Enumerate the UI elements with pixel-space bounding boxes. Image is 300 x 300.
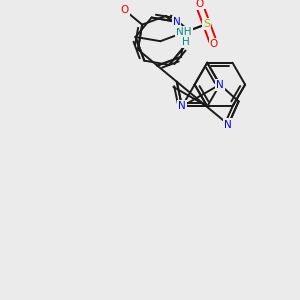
Text: N: N — [224, 119, 232, 130]
Text: O: O — [195, 0, 203, 9]
Text: N: N — [172, 17, 180, 27]
Text: NH: NH — [176, 27, 192, 38]
Text: N: N — [216, 80, 224, 90]
Text: N: N — [178, 101, 186, 111]
Text: S: S — [203, 19, 210, 29]
Text: H: H — [182, 37, 190, 47]
Text: O: O — [121, 5, 129, 15]
Text: O: O — [210, 39, 218, 49]
